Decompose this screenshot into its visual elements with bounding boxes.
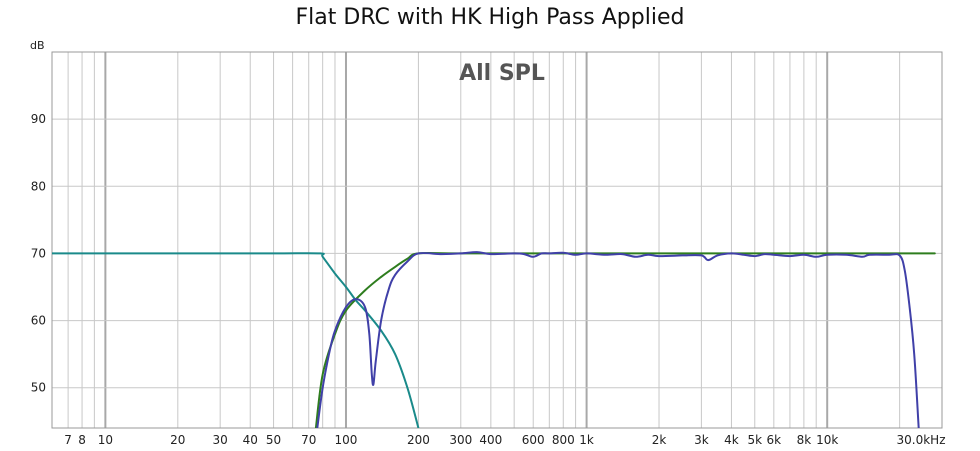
x-tick-label: 400 [479,433,502,447]
x-tick-label: 30.0kHz [897,433,946,447]
plot-area-frame [51,51,943,429]
series-line-measured [316,251,920,428]
x-tick-label: 4k [724,433,739,447]
x-tick-label: 300 [449,433,472,447]
x-tick-label: 20 [170,433,185,447]
x-tick-label: 40 [243,433,258,447]
y-axis-tick-labels: 50 60 70 80 90 [31,112,46,395]
x-tick-label: 30 [213,433,228,447]
chart-subtitle: All SPL [459,61,545,86]
y-axis-unit-label: dB [30,39,45,52]
x-tick-label: 100 [335,433,358,447]
grid-lines [51,52,943,428]
x-tick-label: 6k [767,433,782,447]
x-tick-label: 5k [747,433,762,447]
series-line-high-pass [314,252,936,428]
y-tick-label: 90 [31,112,46,126]
x-tick-label: 800 [552,433,575,447]
y-tick-label: 80 [31,179,46,193]
y-tick-label: 50 [31,381,46,395]
x-tick-label: 50 [266,433,281,447]
x-tick-label: 2k [652,433,667,447]
x-tick-label: 10k [816,433,838,447]
x-axis-tick-labels: 7 8 10 20 30 40 50 70 100 200 300 400 600 800 1k 2k 3k 4k… [64,433,945,447]
x-tick-label: 200 [407,433,430,447]
x-tick-label: 600 [522,433,545,447]
x-tick-label: 8 [78,433,86,447]
y-tick-label: 70 [31,246,46,260]
series-line-low-pass [52,252,420,428]
x-tick-label: 10 [98,433,113,447]
data-series [52,251,936,428]
x-tick-label: 3k [694,433,709,447]
x-tick-label: 8k [797,433,812,447]
chart-title: Flat DRC with HK High Pass Applied [295,5,685,30]
x-tick-label: 7 [64,433,72,447]
x-tick-label: 1k [579,433,594,447]
x-tick-label: 70 [301,433,316,447]
y-tick-label: 60 [31,314,46,328]
